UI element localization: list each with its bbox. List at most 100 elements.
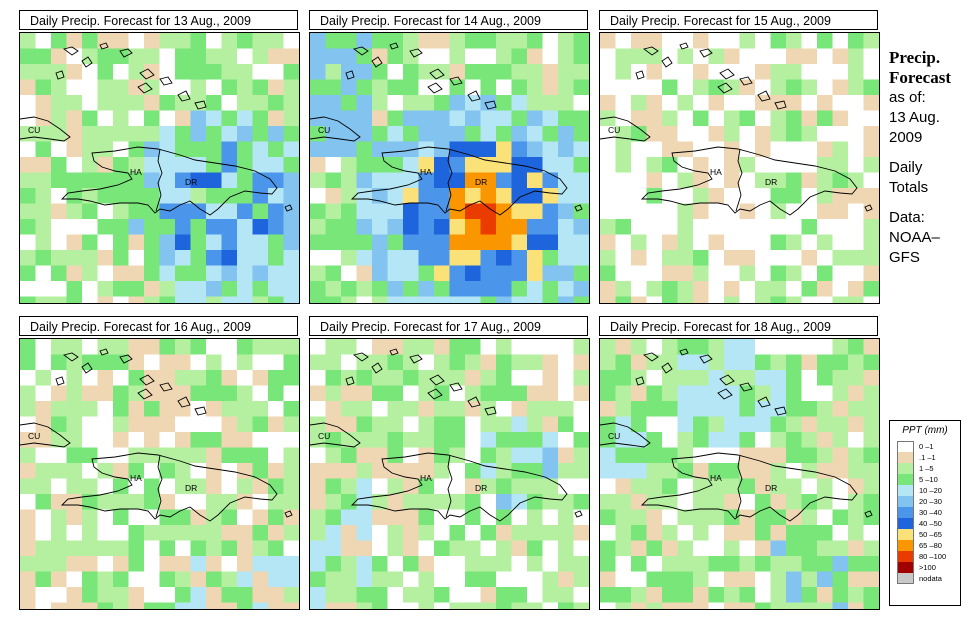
precip-cell (418, 281, 435, 297)
precip-cell (66, 447, 83, 464)
precip-cell (97, 447, 114, 464)
precip-cell (372, 48, 388, 65)
precip-cell (66, 188, 83, 204)
precip-cell (677, 265, 694, 282)
precip-cell (35, 219, 52, 235)
precip-cell (97, 64, 114, 80)
precip-cell (465, 478, 481, 495)
precip-cell (708, 587, 725, 603)
precip-cell (128, 370, 145, 386)
precip-cell (128, 339, 145, 355)
island-coastline (739, 76, 753, 86)
precip-cell (82, 509, 98, 526)
precip-cell (35, 540, 52, 557)
precip-cell (631, 571, 647, 588)
precip-map[interactable]: CU HA DR (599, 32, 880, 304)
precip-cell (206, 281, 222, 297)
precip-cell (527, 219, 543, 235)
precip-cell (128, 416, 145, 433)
hispaniola-coastline (640, 146, 858, 216)
precip-cell (662, 587, 678, 603)
precip-cell (20, 463, 36, 479)
precip-cell (615, 602, 632, 609)
precip-cell (801, 188, 818, 204)
precip-cell (113, 463, 129, 479)
precip-cell (832, 126, 849, 142)
precip-cell (542, 157, 559, 173)
precip-cell (252, 203, 269, 220)
precip-cell (113, 203, 129, 220)
precip-cell (724, 602, 740, 609)
precip-cell (387, 234, 404, 251)
precip-cell (511, 602, 528, 609)
precip-cell (325, 354, 342, 371)
precip-cell (113, 79, 129, 96)
precip-cell (832, 385, 849, 402)
precip-cell (356, 141, 373, 158)
precip-cell (755, 339, 771, 355)
precip-cell (372, 250, 388, 266)
precip-cell (418, 571, 435, 588)
precip-cell (175, 250, 191, 266)
precip-cell (832, 432, 849, 448)
precip-cell (175, 188, 191, 204)
precip-cell (662, 525, 678, 541)
precip-cell (739, 416, 756, 433)
precip-cell (615, 587, 632, 603)
legend-swatch (897, 485, 914, 496)
precip-map[interactable]: CU HA DR (309, 32, 590, 304)
precip-cell (144, 126, 160, 142)
precip-cell (724, 416, 740, 433)
precip-cell (511, 281, 528, 297)
precip-cell (801, 281, 818, 297)
precip-cell (848, 602, 864, 609)
precip-cell (252, 587, 269, 603)
precip-cell (573, 48, 589, 65)
precip-map[interactable]: CU HA DR (19, 338, 300, 610)
precip-cell (206, 79, 222, 96)
precip-cell (418, 416, 435, 433)
precip-cell (434, 401, 450, 417)
precip-cell (573, 354, 589, 371)
precip-cell (677, 385, 694, 402)
precip-map[interactable]: CU HA DR (309, 338, 590, 610)
precip-cell (206, 172, 222, 189)
precip-cell (252, 432, 269, 448)
precip-cell (356, 48, 373, 65)
precip-cell (511, 556, 528, 572)
precip-cell (693, 48, 709, 65)
precip-cell (542, 188, 559, 204)
precip-cell (252, 540, 269, 557)
precip-cell (20, 203, 36, 220)
precip-map[interactable]: CU HA DR (19, 32, 300, 304)
precip-map[interactable]: CU HA DR (599, 338, 880, 610)
precip-cell (159, 33, 176, 49)
precip-cell (82, 48, 98, 65)
island-coastline (81, 362, 93, 374)
precip-cell (434, 416, 450, 433)
precip-cell (283, 281, 299, 297)
precip-cell (66, 571, 83, 588)
precip-cell (832, 172, 849, 189)
precip-cell (128, 571, 145, 588)
precip-cell (252, 219, 269, 235)
precip-cell (496, 447, 512, 464)
hispaniola-coastline (60, 452, 278, 522)
precip-cell (755, 188, 771, 204)
precip-cell (615, 141, 632, 158)
precip-cell (677, 587, 694, 603)
precip-cell (786, 234, 802, 251)
precip-cell (387, 354, 404, 371)
precip-cell (755, 494, 771, 510)
precip-cell (863, 370, 879, 386)
precip-cell (662, 370, 678, 386)
precip-cell (542, 64, 559, 80)
precip-cell (511, 339, 528, 355)
precip-cell (418, 95, 435, 111)
precip-cell (341, 157, 357, 173)
precip-cell (600, 370, 616, 386)
precip-cell (786, 126, 802, 142)
precip-cell (449, 494, 466, 510)
precip-cell (175, 571, 191, 588)
